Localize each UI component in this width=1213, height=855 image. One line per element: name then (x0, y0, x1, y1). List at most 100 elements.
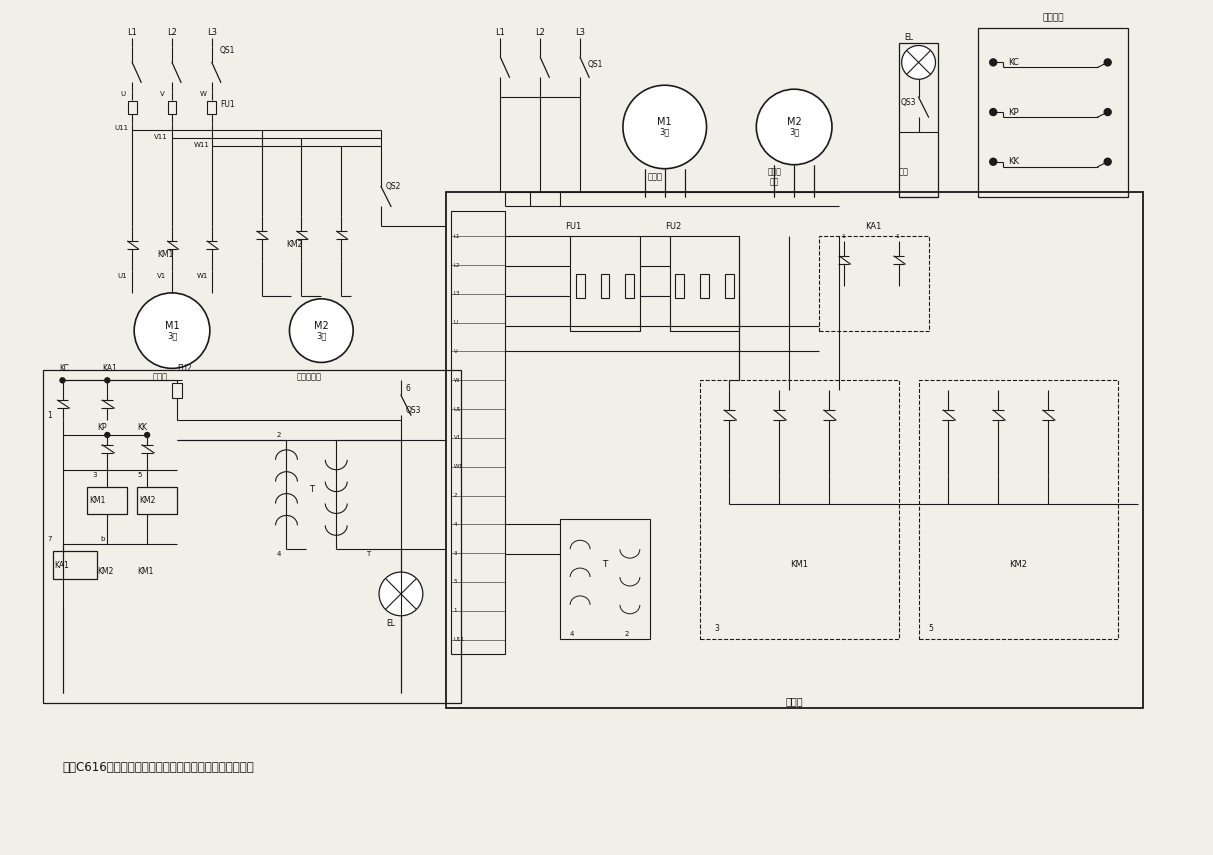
Bar (670, 236, 740, 331)
Bar (576, 274, 585, 298)
Bar (626, 274, 634, 298)
Text: 2: 2 (277, 432, 281, 438)
Text: KM1: KM1 (137, 567, 154, 575)
Text: 1: 1 (47, 410, 52, 420)
Text: KP: KP (97, 423, 107, 433)
Circle shape (623, 86, 706, 168)
Text: 主电机: 主电机 (153, 373, 167, 382)
Text: V1: V1 (156, 273, 166, 279)
Text: 3～: 3～ (660, 127, 670, 137)
Text: M1: M1 (657, 117, 672, 127)
Text: L1: L1 (496, 28, 506, 37)
Text: U1: U1 (454, 407, 461, 411)
Text: M1: M1 (165, 321, 180, 331)
Text: 3～: 3～ (317, 331, 326, 340)
Bar (700, 380, 899, 639)
Text: T: T (309, 485, 314, 494)
Text: EL: EL (904, 33, 913, 42)
Bar (42, 370, 461, 703)
Text: 3～: 3～ (788, 127, 799, 137)
Text: V: V (454, 349, 457, 354)
Text: QS2: QS2 (386, 182, 402, 191)
Text: 照明: 照明 (899, 168, 909, 176)
Text: QS1: QS1 (220, 46, 235, 55)
Text: FU1: FU1 (220, 100, 234, 109)
Text: EL: EL (386, 619, 395, 628)
Circle shape (59, 378, 66, 383)
Text: KC: KC (59, 364, 69, 373)
Bar (171, 383, 182, 398)
Text: QS3: QS3 (901, 97, 916, 107)
Circle shape (104, 378, 110, 383)
Text: KK: KK (137, 423, 147, 433)
Text: KM2: KM2 (97, 567, 114, 575)
Text: QS1: QS1 (588, 60, 603, 69)
Text: 5: 5 (928, 624, 933, 634)
Text: W1: W1 (454, 464, 462, 469)
Bar (899, 43, 939, 197)
Bar (979, 27, 1128, 197)
Bar (560, 519, 650, 639)
Text: QS3: QS3 (406, 405, 421, 415)
Bar (700, 274, 710, 298)
Text: 3～: 3～ (167, 331, 177, 340)
Text: 配电板: 配电板 (785, 696, 803, 706)
Text: 2: 2 (454, 493, 457, 498)
Text: 1: 1 (454, 608, 457, 613)
Text: KP: KP (1008, 108, 1019, 116)
Bar (52, 551, 97, 579)
Text: V: V (160, 91, 165, 97)
Circle shape (1104, 59, 1111, 66)
Text: 4: 4 (454, 522, 457, 527)
Text: KC: KC (1008, 58, 1019, 67)
Text: W11: W11 (194, 142, 210, 148)
Text: KM1: KM1 (90, 496, 106, 505)
Text: 4: 4 (570, 631, 575, 637)
Text: 2: 2 (625, 631, 630, 637)
Bar (167, 101, 176, 114)
Text: L2: L2 (167, 28, 177, 37)
Text: U: U (120, 91, 125, 97)
Circle shape (144, 433, 149, 438)
Text: 3: 3 (714, 624, 719, 634)
Bar (570, 236, 639, 331)
Text: 6: 6 (406, 384, 411, 392)
Text: W: W (200, 91, 206, 97)
Text: b: b (101, 536, 104, 542)
Text: 1: 1 (895, 233, 900, 239)
Text: U1: U1 (118, 273, 127, 279)
Text: 5: 5 (137, 472, 142, 478)
Text: L3: L3 (575, 28, 585, 37)
Bar (207, 101, 216, 114)
Text: T: T (366, 551, 370, 557)
Text: 冷却泵电机: 冷却泵电机 (297, 373, 321, 382)
Text: 3: 3 (454, 551, 457, 556)
Text: M2: M2 (787, 117, 802, 127)
Text: KA1: KA1 (102, 364, 118, 373)
Text: 4: 4 (277, 551, 281, 557)
Text: KM2: KM2 (1009, 560, 1027, 569)
Text: KM2: KM2 (139, 496, 155, 505)
Text: U: U (454, 320, 457, 325)
Bar (445, 192, 1143, 708)
Bar (87, 486, 127, 515)
Bar (819, 236, 928, 331)
Circle shape (990, 109, 997, 115)
Text: L3: L3 (207, 28, 217, 37)
Text: KM1: KM1 (790, 560, 808, 569)
Text: FU2: FU2 (177, 364, 192, 373)
Text: V11: V11 (154, 134, 167, 140)
Bar (127, 101, 137, 114)
Text: W: W (454, 378, 460, 383)
Text: L1: L1 (127, 28, 137, 37)
Text: 1: 1 (841, 233, 844, 239)
Bar (600, 274, 609, 298)
Text: 5: 5 (454, 580, 457, 585)
Text: L2: L2 (454, 262, 460, 268)
Text: 冷却泵
电机: 冷却泵 电机 (768, 167, 781, 186)
Text: M2: M2 (314, 321, 329, 331)
Text: KK: KK (1008, 157, 1019, 166)
Text: 3: 3 (92, 472, 97, 478)
Circle shape (990, 158, 997, 165)
Bar (137, 486, 177, 515)
